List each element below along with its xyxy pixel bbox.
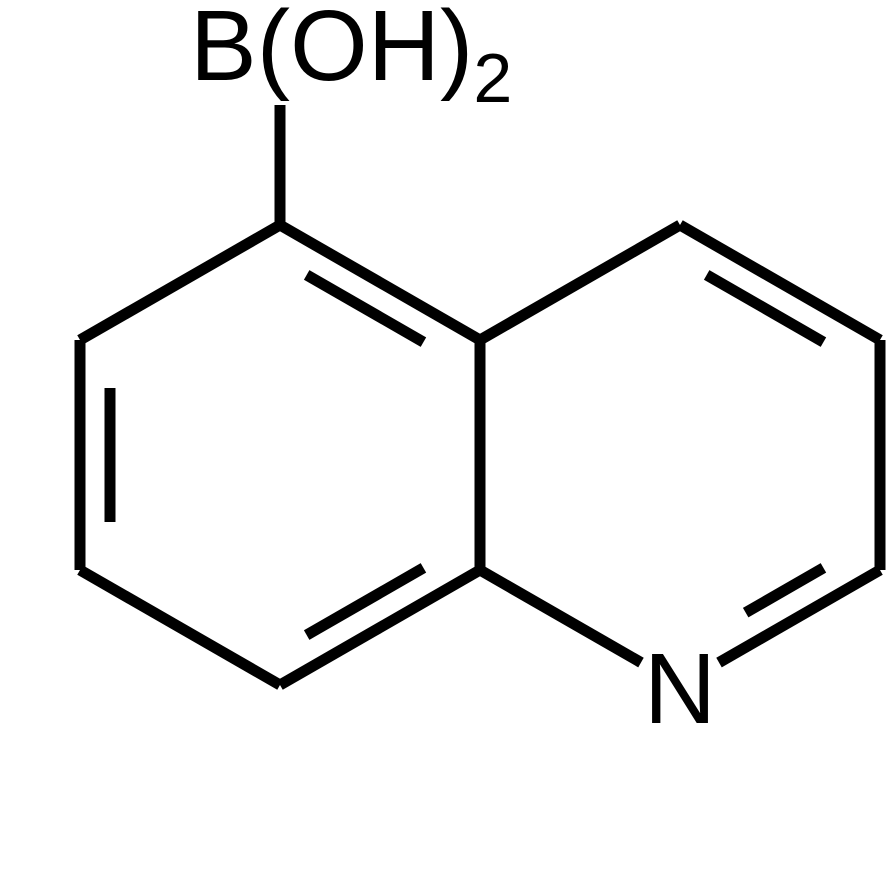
chemical-structure-svg: N B(OH)2 [0, 0, 890, 890]
nitrogen-atom-label: N [644, 633, 716, 745]
boronic-acid-label: B(OH)2 [190, 0, 512, 117]
